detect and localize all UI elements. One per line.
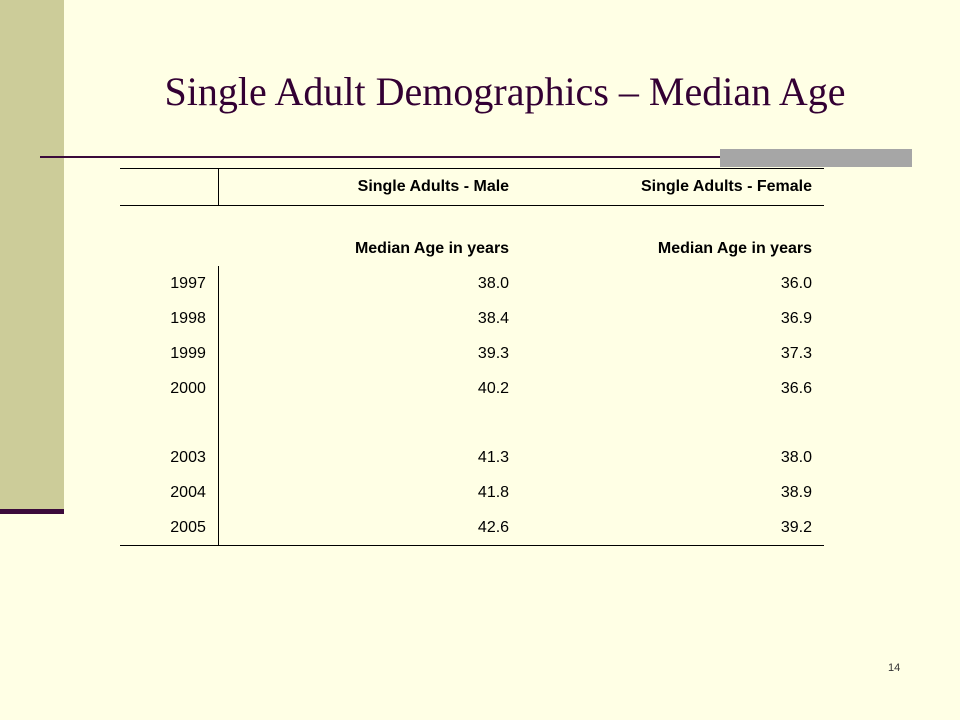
cell-female: 36.6	[780, 379, 812, 397]
cell-year: 2003	[120, 440, 219, 475]
table-row: 1998 38.4 36.9	[120, 301, 824, 336]
title-divider	[40, 156, 912, 158]
table-row: 2003 41.3 38.0	[120, 440, 824, 475]
cell-year: 2005	[120, 510, 219, 546]
cell-male: 38.4	[477, 309, 510, 327]
slide-title: Single Adult Demographics – Median Age	[164, 69, 846, 114]
cell-year	[120, 406, 219, 440]
cell-male: 39.3	[477, 344, 510, 362]
left-accent-bar	[0, 509, 64, 514]
left-decorative-band	[0, 0, 64, 512]
cell-female: 38.9	[780, 483, 812, 501]
cell-year: 1998	[120, 301, 219, 336]
cell-female	[521, 406, 824, 440]
cell-male: 42.6	[218, 510, 522, 546]
cell-male: 41.8	[477, 483, 510, 501]
cell-male: 38.0	[477, 274, 510, 292]
cell-female: 39.2	[521, 510, 824, 546]
table-row-empty	[120, 406, 824, 440]
cell-year: 2000	[120, 371, 219, 406]
cell-male	[218, 406, 521, 440]
cell-year: 1999	[120, 336, 219, 371]
cell-male: 41.3	[477, 448, 510, 466]
subheader-female: Median Age in years	[657, 240, 812, 257]
header-female: Single Adults - Female	[521, 168, 824, 206]
cell-male: 40.2	[477, 379, 510, 397]
cell-female: 36.0	[780, 274, 812, 292]
header-male: Single Adults - Male	[218, 168, 522, 206]
table-row: 2004 41.8 38.9	[120, 475, 824, 510]
subheader-year	[120, 206, 218, 267]
cell-female: 36.9	[780, 309, 812, 327]
table-row: 2000 40.2 36.6	[120, 371, 824, 406]
page-number: 14	[888, 662, 901, 674]
table-subheader-row: Median Age in years Median Age in years	[120, 206, 824, 267]
subheader-male: Median Age in years	[354, 240, 510, 257]
cell-year: 2004	[120, 475, 219, 510]
table-row: 2005 42.6 39.2	[120, 510, 824, 546]
header-year	[120, 168, 219, 206]
cell-year: 1997	[120, 266, 219, 301]
cell-female: 37.3	[780, 344, 812, 362]
median-age-table: Single Adults - Male Single Adults - Fem…	[120, 168, 824, 546]
decorative-gray-bar	[720, 149, 912, 167]
table-row: 1999 39.3 37.3	[120, 336, 824, 371]
table-header-row: Single Adults - Male Single Adults - Fem…	[120, 168, 824, 206]
cell-female: 38.0	[780, 448, 812, 466]
table-row: 1997 38.0 36.0	[120, 266, 824, 301]
